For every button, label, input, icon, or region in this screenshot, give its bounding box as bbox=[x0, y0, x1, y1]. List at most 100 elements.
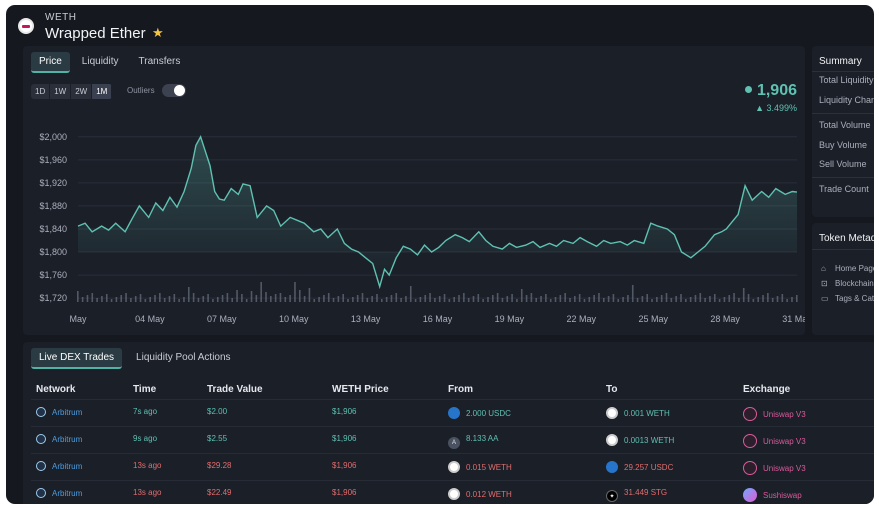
header-from[interactable]: From bbox=[448, 384, 473, 395]
header-time[interactable]: Time bbox=[133, 384, 157, 395]
volume-bar bbox=[308, 288, 311, 302]
y-tick-label: $1,720 bbox=[39, 293, 67, 303]
range-1d-button[interactable]: 1D bbox=[31, 84, 51, 99]
volume-bar bbox=[154, 295, 156, 302]
tab-liquidity[interactable]: Liquidity bbox=[81, 56, 119, 67]
summary-buy-volume: Buy Volume bbox=[819, 140, 868, 150]
from-amount: 2.000 USDC bbox=[466, 409, 511, 418]
volume-bar bbox=[144, 299, 147, 302]
current-price-value: 1,906 bbox=[756, 82, 797, 99]
weth-token-icon bbox=[606, 434, 618, 446]
token-header: WETH Wrapped Ether ★ bbox=[6, 5, 874, 45]
volume-bar bbox=[709, 296, 711, 302]
volume-bar bbox=[337, 296, 340, 302]
network-link[interactable]: Arbitrum bbox=[52, 462, 83, 471]
y-tick-label: $1,960 bbox=[39, 155, 67, 165]
volume-bar bbox=[588, 297, 591, 302]
price-cell: $1,906 bbox=[332, 407, 356, 416]
volume-bar bbox=[197, 298, 200, 302]
volume-bar bbox=[665, 293, 668, 302]
range-1m-button[interactable]: 1M bbox=[92, 84, 113, 99]
tag-icon: ▭ bbox=[821, 294, 829, 303]
favorite-star-icon[interactable]: ★ bbox=[152, 25, 164, 40]
volume-bar bbox=[327, 293, 330, 302]
volume-bar bbox=[183, 297, 185, 302]
tab-live-dex-trades[interactable]: Live DEX Trades bbox=[31, 348, 123, 369]
header-trade-value[interactable]: Trade Value bbox=[207, 384, 263, 395]
header-network[interactable]: Network bbox=[36, 384, 76, 395]
y-tick-label: $1,760 bbox=[39, 270, 67, 280]
metadata-home-page[interactable]: ⌂ Home Page bbox=[821, 264, 874, 273]
current-price: 1,906 bbox=[744, 82, 797, 100]
range-2w-button[interactable]: 2W bbox=[71, 84, 93, 99]
network-cell: Arbitrum bbox=[36, 407, 82, 417]
weth-price: $1,906 bbox=[332, 488, 357, 497]
volume-bar bbox=[733, 293, 735, 302]
volume-bar bbox=[675, 296, 677, 302]
volume-bar bbox=[680, 294, 682, 302]
x-tick-label: 25 May bbox=[638, 314, 668, 324]
volume-bar bbox=[77, 291, 79, 302]
volume-bar bbox=[221, 295, 224, 302]
time-cell: 9s ago bbox=[133, 434, 157, 443]
divider bbox=[812, 177, 874, 178]
price-chart[interactable]: $1,720 $1,760 $1,800 $1,840 $1,880 $1,920 $1,9… bbox=[23, 46, 805, 335]
exchange-link[interactable]: Sushiswap bbox=[763, 491, 802, 500]
volume-bar bbox=[323, 295, 325, 302]
network-cell: Arbitrum bbox=[36, 488, 82, 498]
volume-bar bbox=[713, 294, 716, 302]
network-link[interactable]: Arbitrum bbox=[52, 489, 83, 498]
to-amount: 0.0013 WETH bbox=[624, 436, 675, 445]
volume-bar bbox=[376, 294, 378, 302]
volume-bar bbox=[559, 295, 562, 302]
from-amount: 0.015 WETH bbox=[466, 463, 512, 472]
x-tick-label: May bbox=[69, 314, 87, 324]
sushiswap-icon bbox=[743, 488, 757, 502]
exchange-link[interactable]: Uniswap V3 bbox=[763, 464, 806, 473]
y-tick-label: $2,000 bbox=[39, 132, 67, 142]
volume-bar bbox=[718, 299, 721, 302]
metadata-panel: Token Metadata ⌂ Home Page ⊡ Blockchain ▭ T… bbox=[812, 223, 874, 335]
header-weth-price[interactable]: WETH Price bbox=[332, 384, 389, 395]
to-cell: 0.001 WETH bbox=[606, 407, 670, 419]
network-link[interactable]: Arbitrum bbox=[52, 435, 83, 444]
volume-bar bbox=[516, 299, 518, 302]
volume-bar bbox=[424, 295, 427, 302]
summary-title: Summary bbox=[819, 56, 862, 67]
price-cell: $1,906 bbox=[332, 488, 356, 497]
volume-bar bbox=[105, 294, 108, 302]
volume-bar bbox=[385, 297, 388, 302]
tab-liquidity-pool-actions[interactable]: Liquidity Pool Actions bbox=[136, 352, 231, 363]
price-cell: $1,906 bbox=[332, 461, 356, 470]
outliers-toggle[interactable] bbox=[162, 84, 186, 97]
volume-bar bbox=[554, 297, 557, 302]
volume-bar bbox=[303, 296, 306, 302]
time-cell: 7s ago bbox=[133, 407, 157, 416]
metadata-tags[interactable]: ▭ Tags & Categories bbox=[821, 294, 874, 303]
tab-price[interactable]: Price bbox=[31, 52, 70, 73]
to-amount: 0.001 WETH bbox=[624, 409, 670, 418]
divider bbox=[31, 480, 874, 481]
range-1w-button[interactable]: 1W bbox=[50, 84, 72, 99]
exchange-link[interactable]: Uniswap V3 bbox=[763, 437, 806, 446]
summary-liquidity-change: Liquidity Change bbox=[819, 95, 874, 105]
volume-bar bbox=[356, 295, 359, 302]
tab-transfers[interactable]: Transfers bbox=[138, 56, 181, 67]
arbitrum-icon bbox=[36, 407, 46, 417]
weth-price: $1,906 bbox=[332, 407, 357, 416]
volume-bar bbox=[226, 293, 229, 302]
network-link[interactable]: Arbitrum bbox=[52, 408, 83, 417]
volume-bar bbox=[593, 295, 595, 302]
volume-bar bbox=[409, 286, 412, 302]
trade-value: $2.00 bbox=[207, 407, 228, 416]
summary-panel: Summary Total Liquidity Liquidity Change… bbox=[812, 46, 874, 217]
trade-time: 13s ago bbox=[133, 461, 162, 470]
volume-bar bbox=[511, 294, 513, 302]
metadata-blockchain[interactable]: ⊡ Blockchain bbox=[821, 279, 874, 288]
volume-bar bbox=[270, 296, 272, 302]
exchange-link[interactable]: Uniswap V3 bbox=[763, 410, 806, 419]
header-exchange[interactable]: Exchange bbox=[743, 384, 791, 395]
header-to[interactable]: To bbox=[606, 384, 618, 395]
volume-bar bbox=[332, 298, 335, 302]
to-amount: 29.257 USDC bbox=[624, 463, 674, 472]
